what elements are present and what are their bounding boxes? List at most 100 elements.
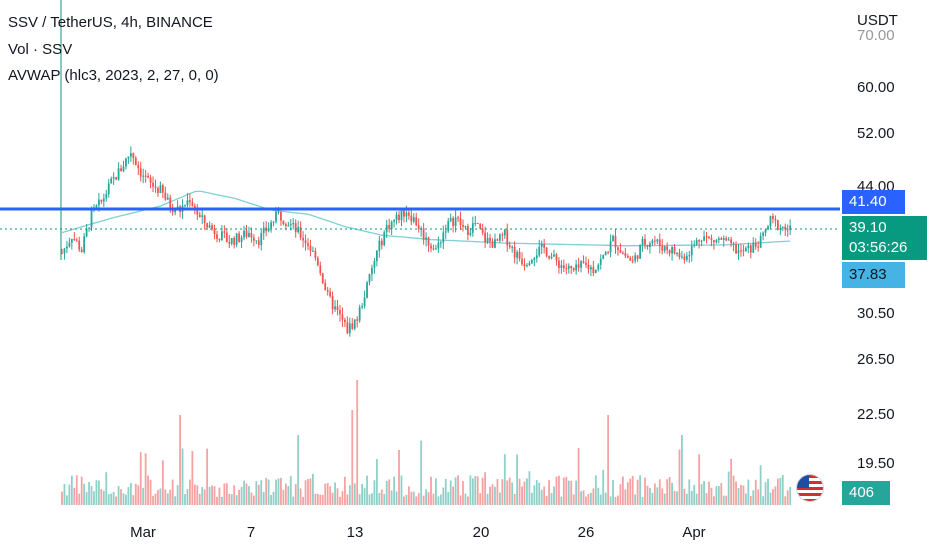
volume-bar bbox=[326, 483, 329, 505]
volume-bar bbox=[631, 475, 634, 505]
volume-bar bbox=[585, 496, 587, 505]
volume-bar bbox=[184, 494, 186, 505]
volume-bar bbox=[196, 485, 199, 505]
candle-body bbox=[784, 226, 787, 230]
candle-body bbox=[727, 239, 730, 241]
candle-body bbox=[134, 158, 137, 166]
volume-bar bbox=[80, 476, 83, 505]
last-price-value: 39.10 bbox=[849, 219, 887, 236]
volume-bar bbox=[393, 476, 395, 505]
volume-bar bbox=[356, 380, 359, 505]
candle-body bbox=[498, 234, 501, 241]
volume-bar bbox=[432, 493, 435, 505]
volume-bar bbox=[243, 480, 245, 505]
candle-body bbox=[597, 264, 600, 270]
volume-bar bbox=[513, 494, 516, 505]
candle-body bbox=[329, 291, 332, 297]
candle-body bbox=[221, 231, 223, 240]
candle-body bbox=[663, 246, 666, 251]
candle-body bbox=[685, 255, 688, 260]
volume-bar bbox=[607, 415, 610, 505]
volume-bar bbox=[676, 491, 678, 505]
candle-body bbox=[196, 210, 199, 215]
volume-bar bbox=[464, 493, 467, 505]
candle-body bbox=[651, 240, 654, 244]
candle-body bbox=[491, 241, 494, 248]
candle-body bbox=[587, 264, 590, 270]
volume-bar bbox=[521, 486, 523, 505]
time-axis[interactable]: Mar 7 13 20 26 Apr bbox=[130, 524, 706, 541]
candle-body bbox=[127, 156, 130, 159]
volume-bar bbox=[282, 489, 285, 505]
time-tick-label: 20 bbox=[473, 524, 490, 541]
volume-bar bbox=[154, 493, 157, 505]
candle-body bbox=[250, 233, 253, 238]
candle-body bbox=[198, 214, 201, 217]
candle-body bbox=[289, 224, 292, 226]
candle-body bbox=[417, 225, 420, 230]
candle-body bbox=[454, 217, 457, 227]
volume-bar bbox=[604, 492, 607, 505]
us-flag-icon[interactable] bbox=[796, 474, 824, 502]
candle-body bbox=[403, 209, 405, 217]
volume-bar bbox=[112, 491, 115, 505]
volume-bar bbox=[250, 492, 253, 505]
candle-body bbox=[503, 229, 506, 236]
candle-body bbox=[681, 256, 683, 258]
candle-body bbox=[422, 228, 425, 240]
volume-bar bbox=[653, 483, 656, 505]
candle-body bbox=[321, 273, 324, 283]
volume-bar bbox=[137, 485, 140, 505]
candle-body bbox=[467, 226, 469, 235]
volume-bar bbox=[262, 491, 265, 505]
volume-bar bbox=[688, 479, 691, 505]
volume-bar bbox=[284, 483, 287, 505]
volume-bar bbox=[307, 479, 309, 505]
price-tick-label: 52.00 bbox=[857, 125, 895, 142]
candle-body bbox=[516, 251, 518, 258]
candle-body bbox=[432, 248, 435, 250]
volume-bar bbox=[85, 492, 88, 505]
volume-bar bbox=[749, 495, 752, 505]
candle-body bbox=[690, 246, 693, 256]
volume-bar bbox=[730, 458, 733, 505]
volume-bar bbox=[545, 495, 548, 505]
candle-body bbox=[757, 246, 760, 248]
candle-body bbox=[636, 255, 639, 259]
candle-body bbox=[666, 246, 669, 251]
volume-bar bbox=[538, 482, 541, 505]
candle-body bbox=[530, 259, 533, 264]
volume-bar bbox=[139, 452, 142, 505]
candle-body bbox=[698, 240, 701, 242]
volume-bar bbox=[626, 482, 629, 505]
candle-body bbox=[772, 215, 774, 219]
symbol-title[interactable]: SSV / TetherUS, 4h, BINANCE bbox=[8, 14, 213, 31]
volume-bar bbox=[471, 478, 474, 505]
volume-bar bbox=[722, 495, 725, 505]
volume-bar bbox=[122, 493, 125, 505]
candle-body bbox=[626, 255, 629, 258]
candle-body bbox=[604, 252, 607, 256]
volume-bar bbox=[740, 484, 742, 505]
price-tick-label: 60.00 bbox=[857, 79, 895, 96]
volume-bar bbox=[550, 493, 553, 505]
volume-bar bbox=[587, 494, 590, 505]
candle-body bbox=[95, 205, 98, 208]
volume-legend[interactable]: Vol · SSV bbox=[8, 41, 73, 58]
volume-bar bbox=[245, 483, 248, 505]
volume-bar bbox=[558, 475, 560, 505]
candle-body bbox=[526, 265, 528, 267]
volume-bar bbox=[351, 410, 354, 505]
candle-body bbox=[112, 177, 115, 179]
volume-bar bbox=[506, 480, 509, 505]
candle-body bbox=[513, 246, 516, 258]
candle-body bbox=[713, 240, 715, 243]
candle-body bbox=[730, 239, 733, 244]
volume-bar bbox=[614, 496, 617, 505]
candle-body bbox=[444, 231, 447, 233]
candle-body bbox=[435, 248, 437, 250]
candle-body bbox=[85, 228, 88, 237]
avwap-legend[interactable]: AVWAP (hlc3, 2023, 2, 27, 0, 0) bbox=[8, 67, 219, 84]
